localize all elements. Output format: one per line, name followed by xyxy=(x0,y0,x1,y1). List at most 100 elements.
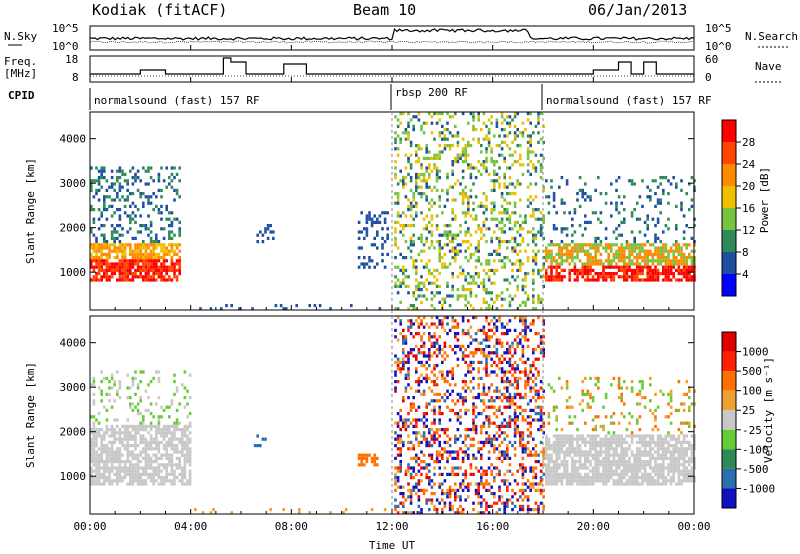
heatmap-cell xyxy=(97,179,101,183)
heatmap-cell xyxy=(539,169,543,173)
heatmap-cell xyxy=(160,195,163,199)
heatmap-cell xyxy=(555,428,558,432)
heatmap-cell xyxy=(516,498,519,502)
heatmap-cell xyxy=(477,112,480,116)
heatmap-cell xyxy=(485,367,488,371)
heatmap-cell xyxy=(394,307,397,311)
cpid-segment-2: rbsp 200 RF xyxy=(395,86,468,99)
heatmap-cell xyxy=(498,240,501,244)
heatmap-cell xyxy=(617,259,621,263)
heatmap-cell xyxy=(534,367,538,371)
heatmap-cell xyxy=(493,479,496,483)
heatmap-cell xyxy=(513,246,517,250)
heatmap-cell xyxy=(519,182,522,186)
heatmap-cell xyxy=(487,278,491,282)
heatmap-cell xyxy=(443,492,447,496)
heatmap-cell xyxy=(103,201,106,205)
heatmap-cell xyxy=(581,453,584,457)
heatmap-cell xyxy=(493,466,496,470)
heatmap-cell xyxy=(482,498,486,502)
heatmap-cell xyxy=(97,262,101,266)
heatmap-cell xyxy=(547,440,551,444)
heatmap-cell xyxy=(651,252,655,256)
heatmap-cell xyxy=(443,243,447,247)
heatmap-cell xyxy=(103,169,106,173)
heatmap-cell xyxy=(493,399,496,403)
heatmap-cell xyxy=(500,204,504,208)
heatmap-cell xyxy=(118,463,122,467)
heatmap-cell xyxy=(459,272,462,276)
heatmap-cell xyxy=(415,453,418,457)
heatmap-cell xyxy=(168,252,171,256)
heatmap-cell xyxy=(610,259,613,263)
heatmap-cell xyxy=(170,453,174,457)
heatmap-cell xyxy=(438,482,441,486)
heatmap-cell xyxy=(594,246,597,250)
heatmap-cell xyxy=(407,412,410,416)
heatmap-cell xyxy=(680,262,683,266)
heatmap-cell xyxy=(539,450,543,454)
heatmap-cell xyxy=(615,440,618,444)
heatmap-cell xyxy=(521,220,525,224)
heatmap-cell xyxy=(129,262,132,266)
heatmap-cell xyxy=(511,399,514,403)
heatmap-cell xyxy=(108,243,111,247)
heatmap-cell xyxy=(576,249,579,253)
heatmap-cell xyxy=(92,256,96,260)
heatmap-cell xyxy=(131,176,135,180)
heatmap-cell xyxy=(435,392,439,396)
heatmap-cell xyxy=(425,463,428,467)
heatmap-cell xyxy=(526,204,530,208)
heatmap-cell xyxy=(628,243,631,247)
heatmap-cell xyxy=(170,256,174,260)
heatmap-cell xyxy=(123,469,127,473)
heatmap-cell xyxy=(394,380,397,384)
heatmap-cell xyxy=(448,492,452,496)
heatmap-cell xyxy=(461,316,465,320)
heatmap-cell xyxy=(438,272,441,276)
heatmap-cell xyxy=(565,227,569,231)
heatmap-cell xyxy=(503,504,506,508)
heatmap-cell xyxy=(188,373,192,377)
heatmap-cell xyxy=(467,428,470,432)
heatmap-cell xyxy=(451,408,454,412)
heatmap-cell xyxy=(139,412,142,416)
heatmap-cell xyxy=(477,396,480,400)
heatmap-cell xyxy=(495,373,499,377)
heatmap-cell xyxy=(477,485,480,489)
heatmap-cell xyxy=(490,396,493,400)
cpid-label: CPID xyxy=(8,89,35,102)
heatmap-cell xyxy=(435,112,439,116)
heatmap-cell xyxy=(680,272,683,276)
heatmap-cell xyxy=(103,233,106,237)
heatmap-cell xyxy=(407,198,410,202)
heatmap-cell xyxy=(186,440,189,444)
heatmap-cell xyxy=(415,418,418,422)
heatmap-cell xyxy=(394,389,397,393)
heatmap-cell xyxy=(422,281,426,285)
heatmap-cell xyxy=(438,319,441,323)
heatmap-cell xyxy=(573,469,577,473)
heatmap-cell xyxy=(532,268,535,272)
heatmap-cell xyxy=(173,373,176,377)
heatmap-cell xyxy=(160,428,163,432)
heatmap-cell xyxy=(547,482,551,486)
heatmap-cell xyxy=(155,240,158,244)
heatmap-cell xyxy=(524,275,527,279)
heatmap-cell xyxy=(625,265,629,269)
heatmap-cell xyxy=(532,131,535,135)
heatmap-cell xyxy=(129,204,132,208)
heatmap-cell xyxy=(594,383,597,387)
heatmap-cell xyxy=(97,466,101,470)
heatmap-cell xyxy=(498,319,501,323)
heatmap-cell xyxy=(560,428,564,432)
heatmap-cell xyxy=(409,179,413,183)
heatmap-cell xyxy=(558,376,561,380)
heatmap-cell xyxy=(680,208,683,212)
heatmap-cell xyxy=(467,456,470,460)
heatmap-cell xyxy=(581,466,584,470)
heatmap-cell xyxy=(563,434,566,438)
heatmap-cell xyxy=(448,392,452,396)
heatmap-cell xyxy=(545,256,548,260)
